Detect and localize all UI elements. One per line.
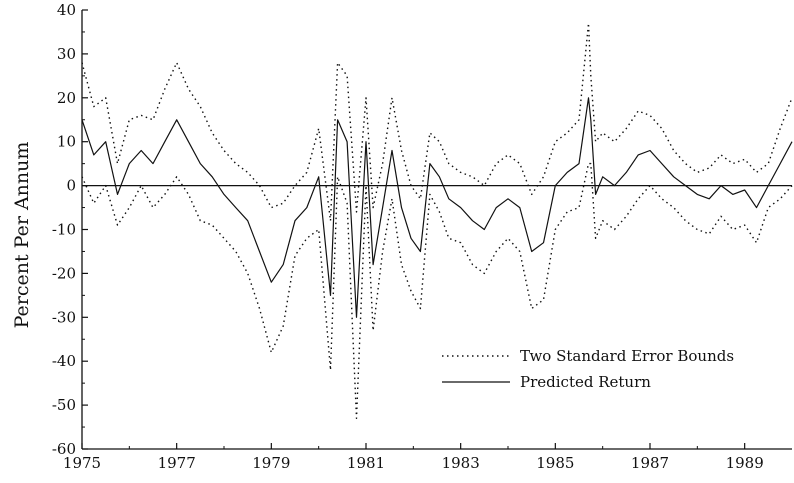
axes-frame	[81, 10, 792, 450]
upper-bound-line	[81, 22, 793, 222]
y-tick-label: 0	[66, 177, 76, 195]
x-tick-label: 1979	[252, 454, 290, 472]
y-tick-label: 30	[57, 45, 76, 63]
y-tick-label: -30	[52, 308, 76, 326]
x-tick-label: 1989	[726, 454, 764, 472]
predicted-return-line	[81, 97, 793, 318]
x-tick-label: 1983	[442, 454, 480, 472]
y-tick-label: 20	[57, 89, 76, 107]
x-tick-label: 1987	[631, 454, 669, 472]
x-tick-label: 1981	[347, 454, 385, 472]
x-tick-label: 1975	[63, 454, 101, 472]
y-tick-label: 10	[57, 133, 76, 151]
legend: Two Standard Error Bounds Predicted Retu…	[442, 347, 734, 391]
y-axis-ticks: 40 30 20 10 0 -10 -20 -30 -40 -50 -60	[52, 1, 88, 458]
y-tick-label: 40	[57, 1, 76, 19]
lower-bound-line	[81, 162, 793, 419]
y-tick-label: -20	[52, 264, 76, 282]
x-axis-ticks: 1975 1977 1979 1981 1983 1985 1987 1989	[63, 443, 764, 472]
y-tick-label: -10	[52, 221, 76, 239]
y-axis-label: Percent Per Annum	[11, 142, 33, 329]
series-group	[81, 22, 793, 419]
y-tick-label: -50	[52, 396, 76, 414]
y-tick-label: -40	[52, 352, 76, 370]
y-tick-label: -60	[52, 440, 76, 458]
x-tick-label: 1977	[158, 454, 196, 472]
x-tick-label: 1985	[536, 454, 574, 472]
legend-label-bounds: Two Standard Error Bounds	[520, 347, 734, 365]
legend-label-predicted: Predicted Return	[520, 373, 651, 391]
